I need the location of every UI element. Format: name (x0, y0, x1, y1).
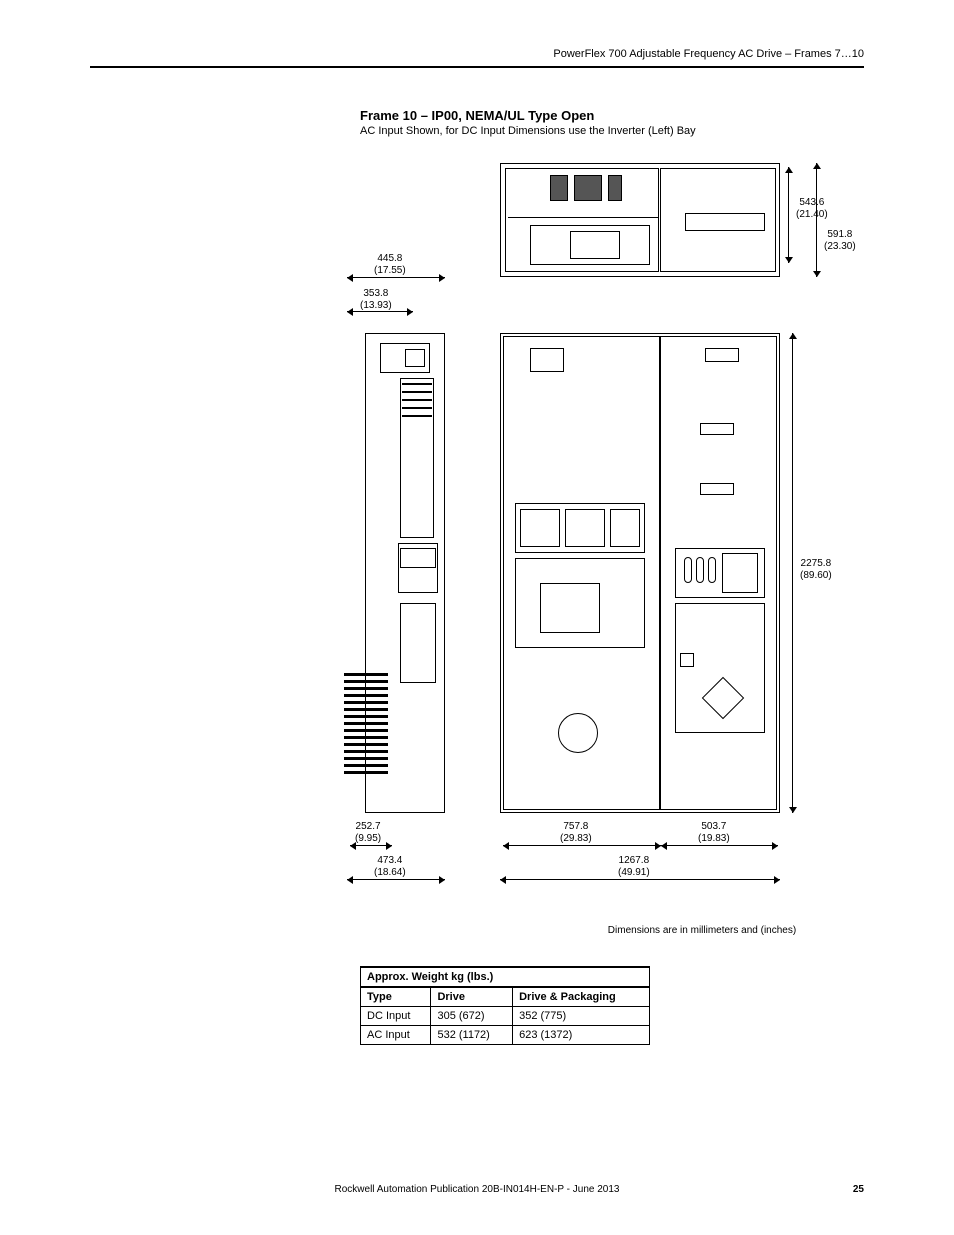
table-header: Drive & Packaging (513, 987, 650, 1007)
dim-label: 591.8 (827, 229, 852, 240)
dim-label: 473.4 (377, 855, 402, 866)
dim-label: (17.55) (374, 265, 406, 276)
header-title: PowerFlex 700 Adjustable Frequency AC Dr… (90, 48, 864, 60)
dim-label: 757.8 (563, 821, 588, 832)
section-subtitle: AC Input Shown, for DC Input Dimensions … (360, 125, 864, 137)
table-cell: 352 (775) (513, 1007, 650, 1026)
dim-label: (21.40) (796, 209, 828, 220)
document-page: PowerFlex 700 Adjustable Frequency AC Dr… (0, 0, 954, 1235)
weight-table: Approx. Weight kg (lbs.) Type Drive Driv… (360, 966, 650, 1045)
dim-label: (23.30) (824, 241, 856, 252)
dim-label: (49.91) (618, 867, 650, 878)
table-cell: DC Input (361, 1007, 431, 1026)
dim-label: (18.64) (374, 867, 406, 878)
footer-page-number: 25 (853, 1184, 864, 1195)
dim-label: 252.7 (356, 821, 381, 832)
dim-label: (9.95) (355, 833, 381, 844)
dim-label: 445.8 (377, 253, 402, 264)
dim-label: (89.60) (800, 570, 832, 581)
table-header: Drive (431, 987, 513, 1007)
technical-diagram: 543.6 (21.40) 591.8 (23.30) 445.8 (17.55… (340, 153, 840, 913)
table-header: Type (361, 987, 431, 1007)
dim-label: 1267.8 (619, 855, 650, 866)
dim-label: 2275.8 (801, 558, 832, 569)
table-cell: AC Input (361, 1026, 431, 1045)
dim-label: 543.6 (799, 197, 824, 208)
header-rule (90, 66, 864, 68)
dim-label: 503.7 (701, 821, 726, 832)
table-row: DC Input 305 (672) 352 (775) (361, 1007, 650, 1026)
table-cell: 532 (1172) (431, 1026, 513, 1045)
table-cell: 305 (672) (431, 1007, 513, 1026)
table-title: Approx. Weight kg (lbs.) (361, 967, 650, 987)
table-row: AC Input 532 (1172) 623 (1372) (361, 1026, 650, 1045)
dim-label: (19.83) (698, 833, 730, 844)
page-footer: Rockwell Automation Publication 20B-IN01… (90, 1184, 864, 1195)
content-area: Frame 10 – IP00, NEMA/UL Type Open AC In… (360, 108, 864, 1045)
table-cell: 623 (1372) (513, 1026, 650, 1045)
dim-label: (13.93) (360, 300, 392, 311)
section-title: Frame 10 – IP00, NEMA/UL Type Open (360, 108, 864, 123)
dim-label: 353.8 (363, 288, 388, 299)
diagram-caption: Dimensions are in millimeters and (inche… (540, 925, 864, 936)
dim-label: (29.83) (560, 833, 592, 844)
footer-publication: Rockwell Automation Publication 20B-IN01… (90, 1184, 864, 1195)
